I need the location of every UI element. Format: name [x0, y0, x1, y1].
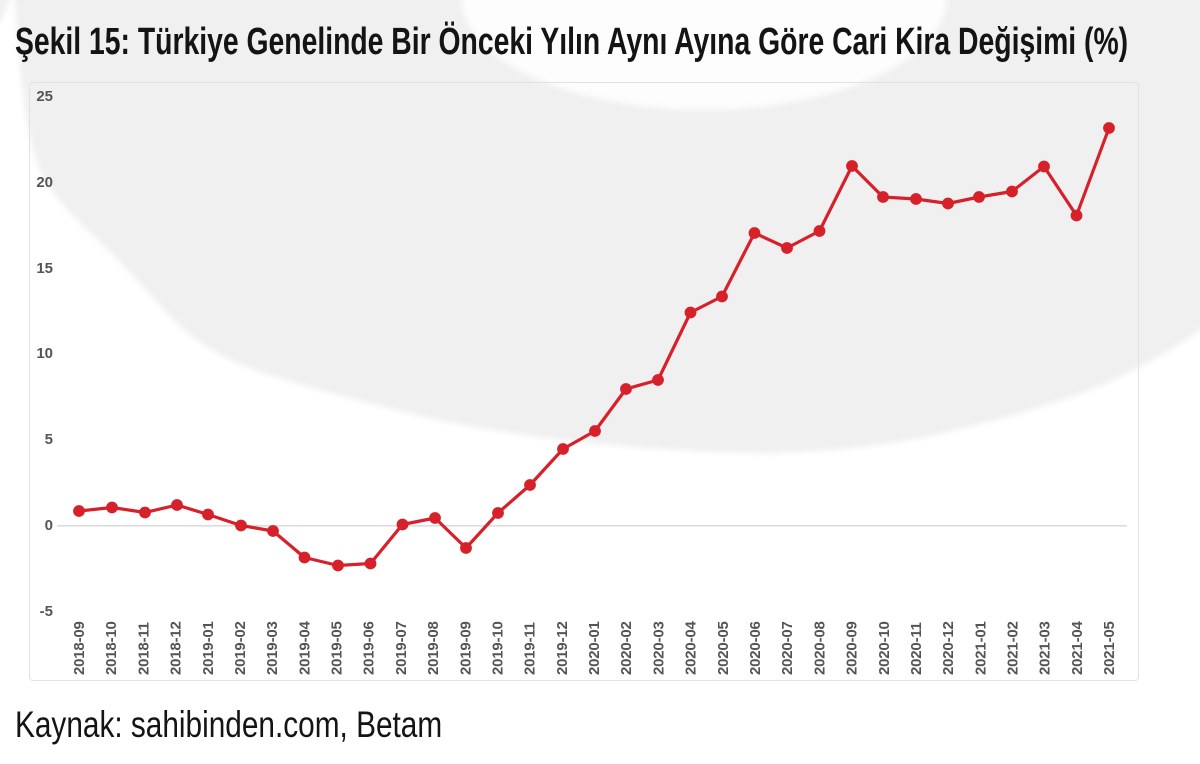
svg-text:2019-07: 2019-07	[393, 621, 410, 675]
svg-text:2021-01: 2021-01	[972, 621, 989, 675]
svg-text:2020-12: 2020-12	[940, 621, 957, 675]
svg-text:2020-07: 2020-07	[779, 621, 796, 675]
svg-text:2020-04: 2020-04	[683, 620, 700, 675]
svg-text:2019-01: 2019-01	[200, 621, 217, 675]
svg-text:2019-06: 2019-06	[361, 621, 378, 675]
svg-text:2021-02: 2021-02	[1005, 621, 1022, 675]
svg-text:2021-03: 2021-03	[1037, 621, 1054, 675]
svg-text:2020-06: 2020-06	[747, 621, 764, 675]
svg-text:2020-10: 2020-10	[876, 621, 893, 675]
svg-text:2019-05: 2019-05	[329, 621, 346, 675]
svg-text:2020-02: 2020-02	[618, 621, 635, 675]
svg-text:2019-09: 2019-09	[457, 621, 474, 675]
svg-text:2020-01: 2020-01	[586, 621, 603, 675]
svg-text:2021-05: 2021-05	[1101, 621, 1118, 675]
svg-text:2020-08: 2020-08	[811, 621, 828, 675]
svg-text:2018-10: 2018-10	[103, 621, 120, 675]
svg-text:2019-11: 2019-11	[522, 622, 539, 675]
svg-text:2019-02: 2019-02	[232, 621, 249, 675]
svg-text:2018-09: 2018-09	[71, 621, 88, 675]
svg-text:2020-11: 2020-11	[908, 622, 925, 675]
svg-text:2019-08: 2019-08	[425, 621, 442, 675]
svg-text:2018-12: 2018-12	[168, 621, 185, 675]
svg-text:2019-12: 2019-12	[554, 621, 571, 675]
svg-text:2018-11: 2018-11	[135, 622, 152, 675]
svg-text:2019-04: 2019-04	[296, 620, 313, 675]
svg-text:2019-03: 2019-03	[264, 621, 281, 675]
svg-text:2020-09: 2020-09	[844, 621, 861, 675]
svg-text:2020-05: 2020-05	[715, 621, 732, 675]
svg-text:2021-04: 2021-04	[1069, 620, 1086, 675]
svg-text:2020-03: 2020-03	[650, 621, 667, 675]
svg-text:2019-10: 2019-10	[490, 621, 507, 675]
